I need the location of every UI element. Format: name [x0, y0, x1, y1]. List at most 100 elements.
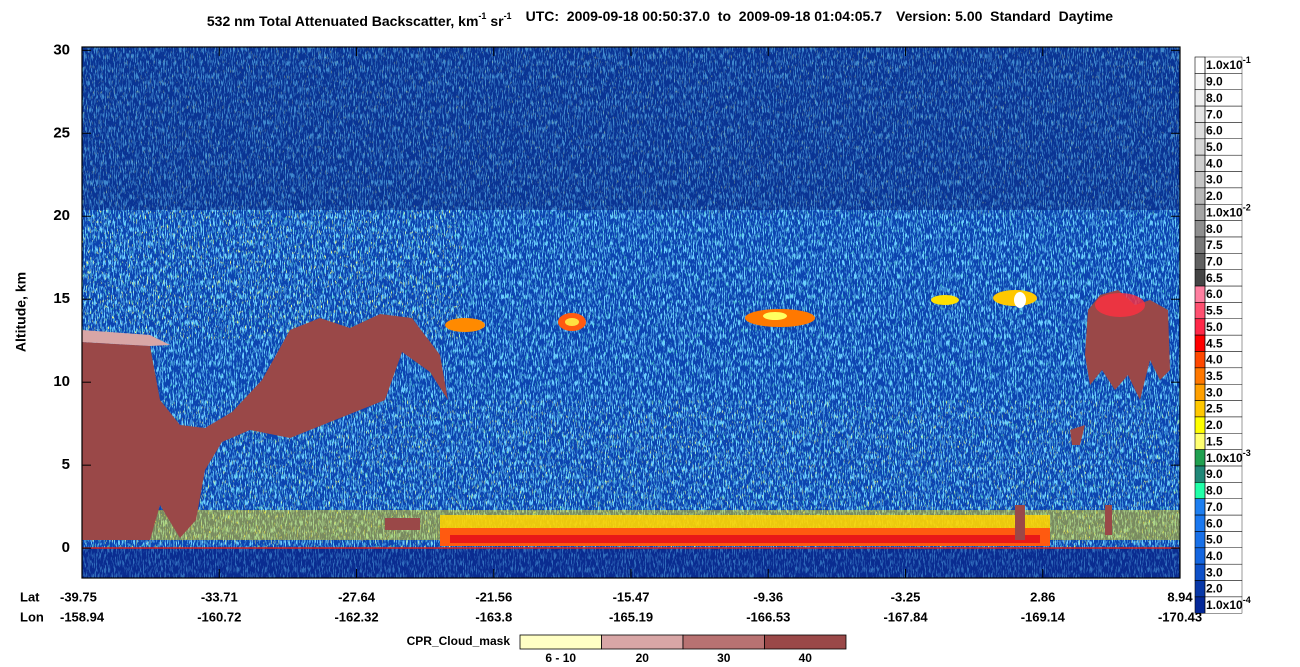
lat-label: Lat	[20, 589, 40, 604]
colorbar-label: 8.0	[1206, 222, 1223, 236]
cloud-mask-label: 6 - 10	[545, 651, 576, 665]
colorbar-swatch	[1194, 351, 1206, 369]
cloud-mask-label: 20	[636, 651, 650, 665]
lat-tick-label: -15.47	[613, 589, 650, 604]
colorbar-swatch	[1194, 383, 1206, 401]
colorbar-label: 7.0	[1206, 107, 1223, 121]
colorbar-swatch	[1194, 531, 1206, 549]
lat-tick-label: -9.36	[753, 589, 783, 604]
colorbar-label: 1.0x10-1	[1206, 56, 1251, 73]
colorbar-label-text: 5.5	[1206, 304, 1223, 318]
colorbar-label-text: 5.0	[1206, 320, 1223, 334]
colorbar-label: 2.0	[1206, 189, 1223, 203]
colorbar-swatch	[1194, 400, 1206, 418]
colorbar-label: 8.0	[1206, 91, 1223, 105]
colorbar-label: 4.0	[1206, 157, 1223, 171]
colorbar-cell	[1204, 596, 1243, 614]
colorbar-label-text: 7.0	[1206, 107, 1223, 121]
colorbar-swatch	[1194, 318, 1206, 336]
title-time-range: UTC: 2009-09-18 00:50:37.0 to 2009-09-18…	[526, 8, 883, 24]
lat-tick-label: 8.94	[1167, 589, 1193, 604]
colorbar-swatch	[1194, 187, 1206, 205]
y-tick-label: 10	[53, 373, 70, 390]
y-tick-label: 30	[53, 41, 70, 58]
colorbar-swatch	[1194, 105, 1206, 123]
colorbar-label: 1.0x10-4	[1206, 595, 1251, 612]
lat-tick-label: 2.86	[1030, 589, 1055, 604]
colorbar-label: 7.0	[1206, 255, 1223, 269]
colorbar-swatch	[1194, 563, 1206, 581]
colorbar-label: 3.0	[1206, 173, 1223, 187]
colorbar-label: 2.5	[1206, 402, 1223, 416]
cloud-mask-title: CPR_Cloud_mask	[407, 634, 511, 648]
colorbar-label-text: 2.5	[1206, 402, 1223, 416]
cloud-mask-swatch	[764, 634, 847, 650]
colorbar-label: 3.0	[1206, 566, 1223, 580]
y-tick-label: 15	[53, 290, 70, 307]
colorbar-label-text: 6.0	[1206, 516, 1223, 530]
colorbar-swatch	[1194, 171, 1206, 189]
colorbar-label-text: 2.0	[1206, 418, 1223, 432]
colorbar-swatch	[1194, 465, 1206, 483]
lon-tick-label: -162.32	[334, 609, 378, 624]
colorbar-label: 5.0	[1206, 140, 1223, 154]
colorbar-label-text: 4.0	[1206, 353, 1223, 367]
title-version: Version: 5.00 Standard Daytime	[896, 8, 1113, 24]
colorbar-swatch	[1194, 514, 1206, 532]
colorbar-label-text: 8.0	[1206, 222, 1223, 236]
colorbar-swatch	[1194, 334, 1206, 352]
colorbar-label: 1.0x10-3	[1206, 448, 1251, 465]
colorbar-label: 2.0	[1206, 582, 1223, 596]
colorbar-label-text: 1.0x10	[1206, 598, 1243, 612]
colorbar-label: 6.0	[1206, 516, 1223, 530]
lat-tick-label: -21.56	[475, 589, 512, 604]
lon-tick-label: -160.72	[197, 609, 241, 624]
lat-tick-label: -3.25	[891, 589, 921, 604]
title-part: -1	[478, 11, 486, 21]
y-tick-label: 5	[62, 456, 70, 473]
colorbar-label-exponent: -2	[1243, 203, 1251, 213]
colorbar-swatch	[1194, 203, 1206, 221]
lat-tick-label: -39.75	[60, 589, 97, 604]
colorbar-label-text: 3.0	[1206, 173, 1223, 187]
colorbar-label: 6.5	[1206, 271, 1223, 285]
colorbar-label: 4.0	[1206, 549, 1223, 563]
colorbar-label-text: 1.0x10	[1206, 206, 1243, 220]
colorbar-swatch	[1194, 154, 1206, 172]
y-axis-label: Altitude, km	[13, 272, 29, 352]
cloud-mask-label: 40	[799, 651, 813, 665]
cloud-mask-swatch	[601, 634, 684, 650]
colorbar-label-text: 3.0	[1206, 386, 1223, 400]
colorbar-label: 5.0	[1206, 320, 1223, 334]
colorbar-label: 3.0	[1206, 386, 1223, 400]
colorbar-label: 9.0	[1206, 467, 1223, 481]
colorbar-label-text: 9.0	[1206, 75, 1223, 89]
title-part: 532 nm Total Attenuated Backscatter, km	[207, 13, 479, 29]
colorbar-label: 4.0	[1206, 353, 1223, 367]
colorbar-label-text: 6.0	[1206, 287, 1223, 301]
colorbar-label-exponent: -3	[1243, 448, 1251, 458]
colorbar-label-text: 6.0	[1206, 124, 1223, 138]
colorbar-label-text: 4.5	[1206, 336, 1223, 350]
colorbar-label-text: 9.0	[1206, 467, 1223, 481]
colorbar-label: 5.5	[1206, 304, 1223, 318]
colorbar-label: 4.5	[1206, 336, 1223, 350]
colorbar-swatch	[1194, 302, 1206, 320]
colorbar-swatch	[1194, 122, 1206, 140]
colorbar-label: 7.5	[1206, 238, 1223, 252]
lon-label: Lon	[20, 609, 44, 624]
backscatter-curtain	[82, 47, 1180, 578]
colorbar-swatch	[1194, 73, 1206, 91]
colorbar-label-text: 7.0	[1206, 255, 1223, 269]
colorbar-swatch	[1194, 432, 1206, 450]
colorbar-label-text: 4.0	[1206, 157, 1223, 171]
colorbar-swatch	[1194, 547, 1206, 565]
colorbar-swatch	[1194, 56, 1206, 74]
colorbar-label: 9.0	[1206, 75, 1223, 89]
y-tick-label: 20	[53, 207, 70, 224]
lat-tick-label: -27.64	[338, 589, 376, 604]
title-part: -1	[504, 11, 512, 21]
lon-tick-label: -163.8	[475, 609, 512, 624]
colorbar-label-text: 1.0x10	[1206, 58, 1243, 72]
